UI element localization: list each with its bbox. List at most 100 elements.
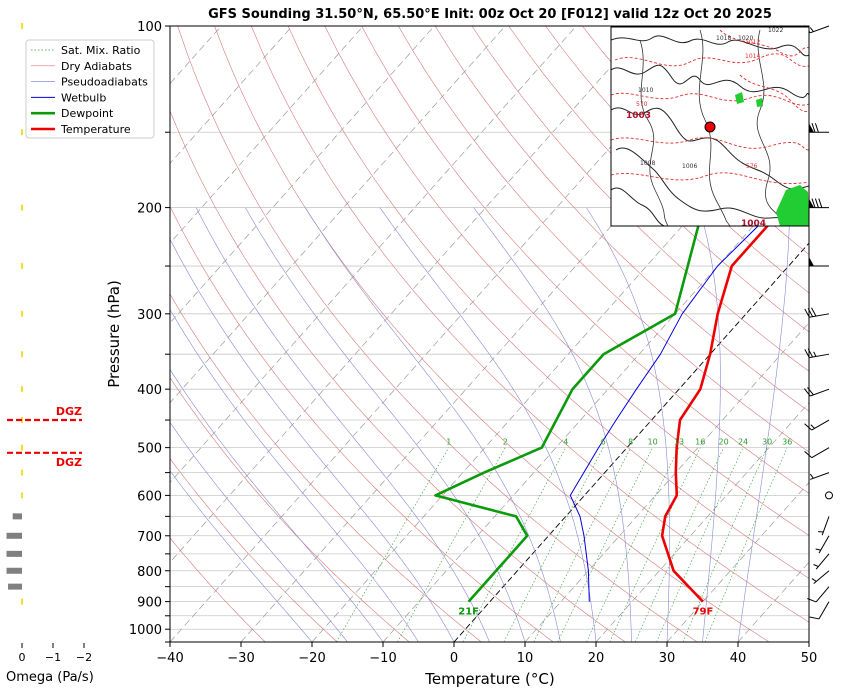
- surface-temperature-label: 79F: [693, 607, 714, 618]
- dry-adiabat-line: [802, 26, 809, 33]
- barb-half: [815, 548, 821, 551]
- omega-bar: [21, 351, 23, 358]
- mixing-ratio-label: 8: [628, 438, 633, 447]
- map-precip: [756, 98, 763, 107]
- isotherm-line: [170, 26, 648, 563]
- inset-map-frame: [610, 26, 810, 227]
- legend-label: Wetbulb: [61, 91, 106, 104]
- isotherm-line: [170, 26, 435, 324]
- barb-full: [807, 348, 814, 358]
- temperature-profile: [660, 177, 809, 603]
- dry-adiabat-line: [545, 26, 809, 294]
- map-label: 576: [746, 163, 758, 170]
- omega-bar: [6, 567, 22, 574]
- wind-barb: [811, 570, 830, 584]
- barb-full: [811, 198, 816, 208]
- pseudoadiabat-line: [170, 238, 455, 642]
- mixing-ratio-line: [397, 447, 506, 642]
- legend-label: Temperature: [60, 123, 131, 136]
- mixing-ratio-label: 10: [648, 438, 658, 447]
- y-tick-label: 300: [137, 308, 162, 323]
- dry-adiabat-line: [361, 26, 809, 494]
- y-tick-label: 800: [137, 565, 162, 580]
- mixing-ratio-labels: 1 2 4 6 8 10 13 16 20 24 30 36: [446, 438, 792, 447]
- isotherm-line: [170, 26, 364, 244]
- wind-barb: [809, 123, 829, 133]
- dry-adiabat-line: [398, 26, 809, 453]
- dry-adiabat-line: [508, 26, 809, 333]
- mixing-ratio-label: 4: [563, 438, 568, 447]
- map-coastline: [639, 39, 669, 226]
- wind-barb: [804, 419, 830, 431]
- map-coastline: [698, 29, 731, 226]
- dry-adiabat-line: [170, 458, 338, 642]
- pseudoadiabat-line: [737, 207, 790, 642]
- isotherm-line: [524, 322, 809, 642]
- inset-map: 1003 1004 1006 1008 1010 1012 1014 1018 …: [610, 26, 810, 229]
- wetbulb-profile: [569, 174, 809, 602]
- barb-shaft: [818, 601, 830, 620]
- barb-full: [804, 423, 813, 431]
- y-tick-label: 700: [137, 530, 162, 545]
- omega-axis-label: Omega (Pa/s): [6, 670, 94, 685]
- omega-bar: [21, 492, 23, 499]
- map-label: 1018: [716, 35, 731, 42]
- pseudoadiabat-line: [170, 421, 348, 642]
- dry-adiabat-line: [324, 26, 809, 536]
- omega-bar: [21, 204, 23, 211]
- mixing-ratio-label: 13: [674, 438, 684, 447]
- barb-full: [807, 387, 814, 396]
- wind-barb: [804, 307, 830, 318]
- mixing-ratio-line: [586, 447, 680, 642]
- wind-barb: [809, 472, 830, 480]
- isotherm-line: [595, 402, 809, 642]
- omega-bar: [21, 598, 23, 605]
- pseudoadiabat-line: [698, 207, 721, 642]
- wind-barb: [804, 348, 830, 359]
- mixing-ratio-line: [609, 447, 701, 642]
- barb-shaft: [815, 586, 830, 603]
- wind-barb: [807, 586, 830, 603]
- mixing-ratio-line: [704, 447, 788, 642]
- chart-title: GFS Sounding 31.50°N, 65.50°E Init: 00z …: [208, 7, 772, 22]
- wind-barb: [815, 535, 830, 554]
- map-label: 1004: [741, 219, 766, 229]
- omega-bar: [21, 263, 23, 270]
- omega-bar: [6, 532, 22, 539]
- legend-label: Dry Adiabats: [61, 60, 132, 73]
- omega-bar: [21, 129, 23, 136]
- mixing-ratio-line: [533, 447, 631, 642]
- map-isobar: [614, 53, 809, 67]
- pseudoadiabat-line: [305, 207, 561, 642]
- map-label: 1020: [738, 35, 753, 42]
- y-tick-label: 100: [137, 20, 162, 35]
- wind-barbs: [803, 25, 833, 620]
- x-tick-label: 30: [659, 651, 676, 666]
- pseudoadiabat-line: [170, 368, 384, 642]
- omega-bar: [21, 23, 23, 29]
- dgz-top-label: DGZ: [56, 405, 82, 418]
- dry-adiabat-line: [434, 26, 809, 412]
- barb-half: [809, 27, 814, 32]
- legend-label: Pseudoadiabats: [61, 76, 148, 89]
- x-axis-label: Temperature (°C): [424, 670, 554, 688]
- omega-panel: 0 −1 −2 DGZ DGZ: [6, 23, 92, 664]
- calm-circle: [825, 491, 833, 500]
- map-coastline: [611, 35, 809, 57]
- pseudoadiabat-line: [195, 207, 490, 642]
- y-tick-label: 900: [137, 596, 162, 611]
- barb-half: [813, 351, 817, 357]
- mixing-ratio-label: 30: [762, 438, 772, 447]
- pseudoadiabat-line: [379, 207, 597, 642]
- barb-flag: [809, 123, 814, 133]
- barb-full: [803, 388, 811, 397]
- omega-bar: [8, 583, 22, 590]
- x-tick-label: 0: [450, 651, 458, 666]
- barb-half: [809, 473, 814, 479]
- omega-bar: [12, 513, 22, 520]
- map-isobar: [719, 29, 809, 57]
- map-precip: [735, 92, 744, 104]
- mixing-ratio-label: 6: [601, 438, 606, 447]
- barb-flag: [809, 257, 814, 267]
- dry-adiabat-line: [170, 109, 626, 642]
